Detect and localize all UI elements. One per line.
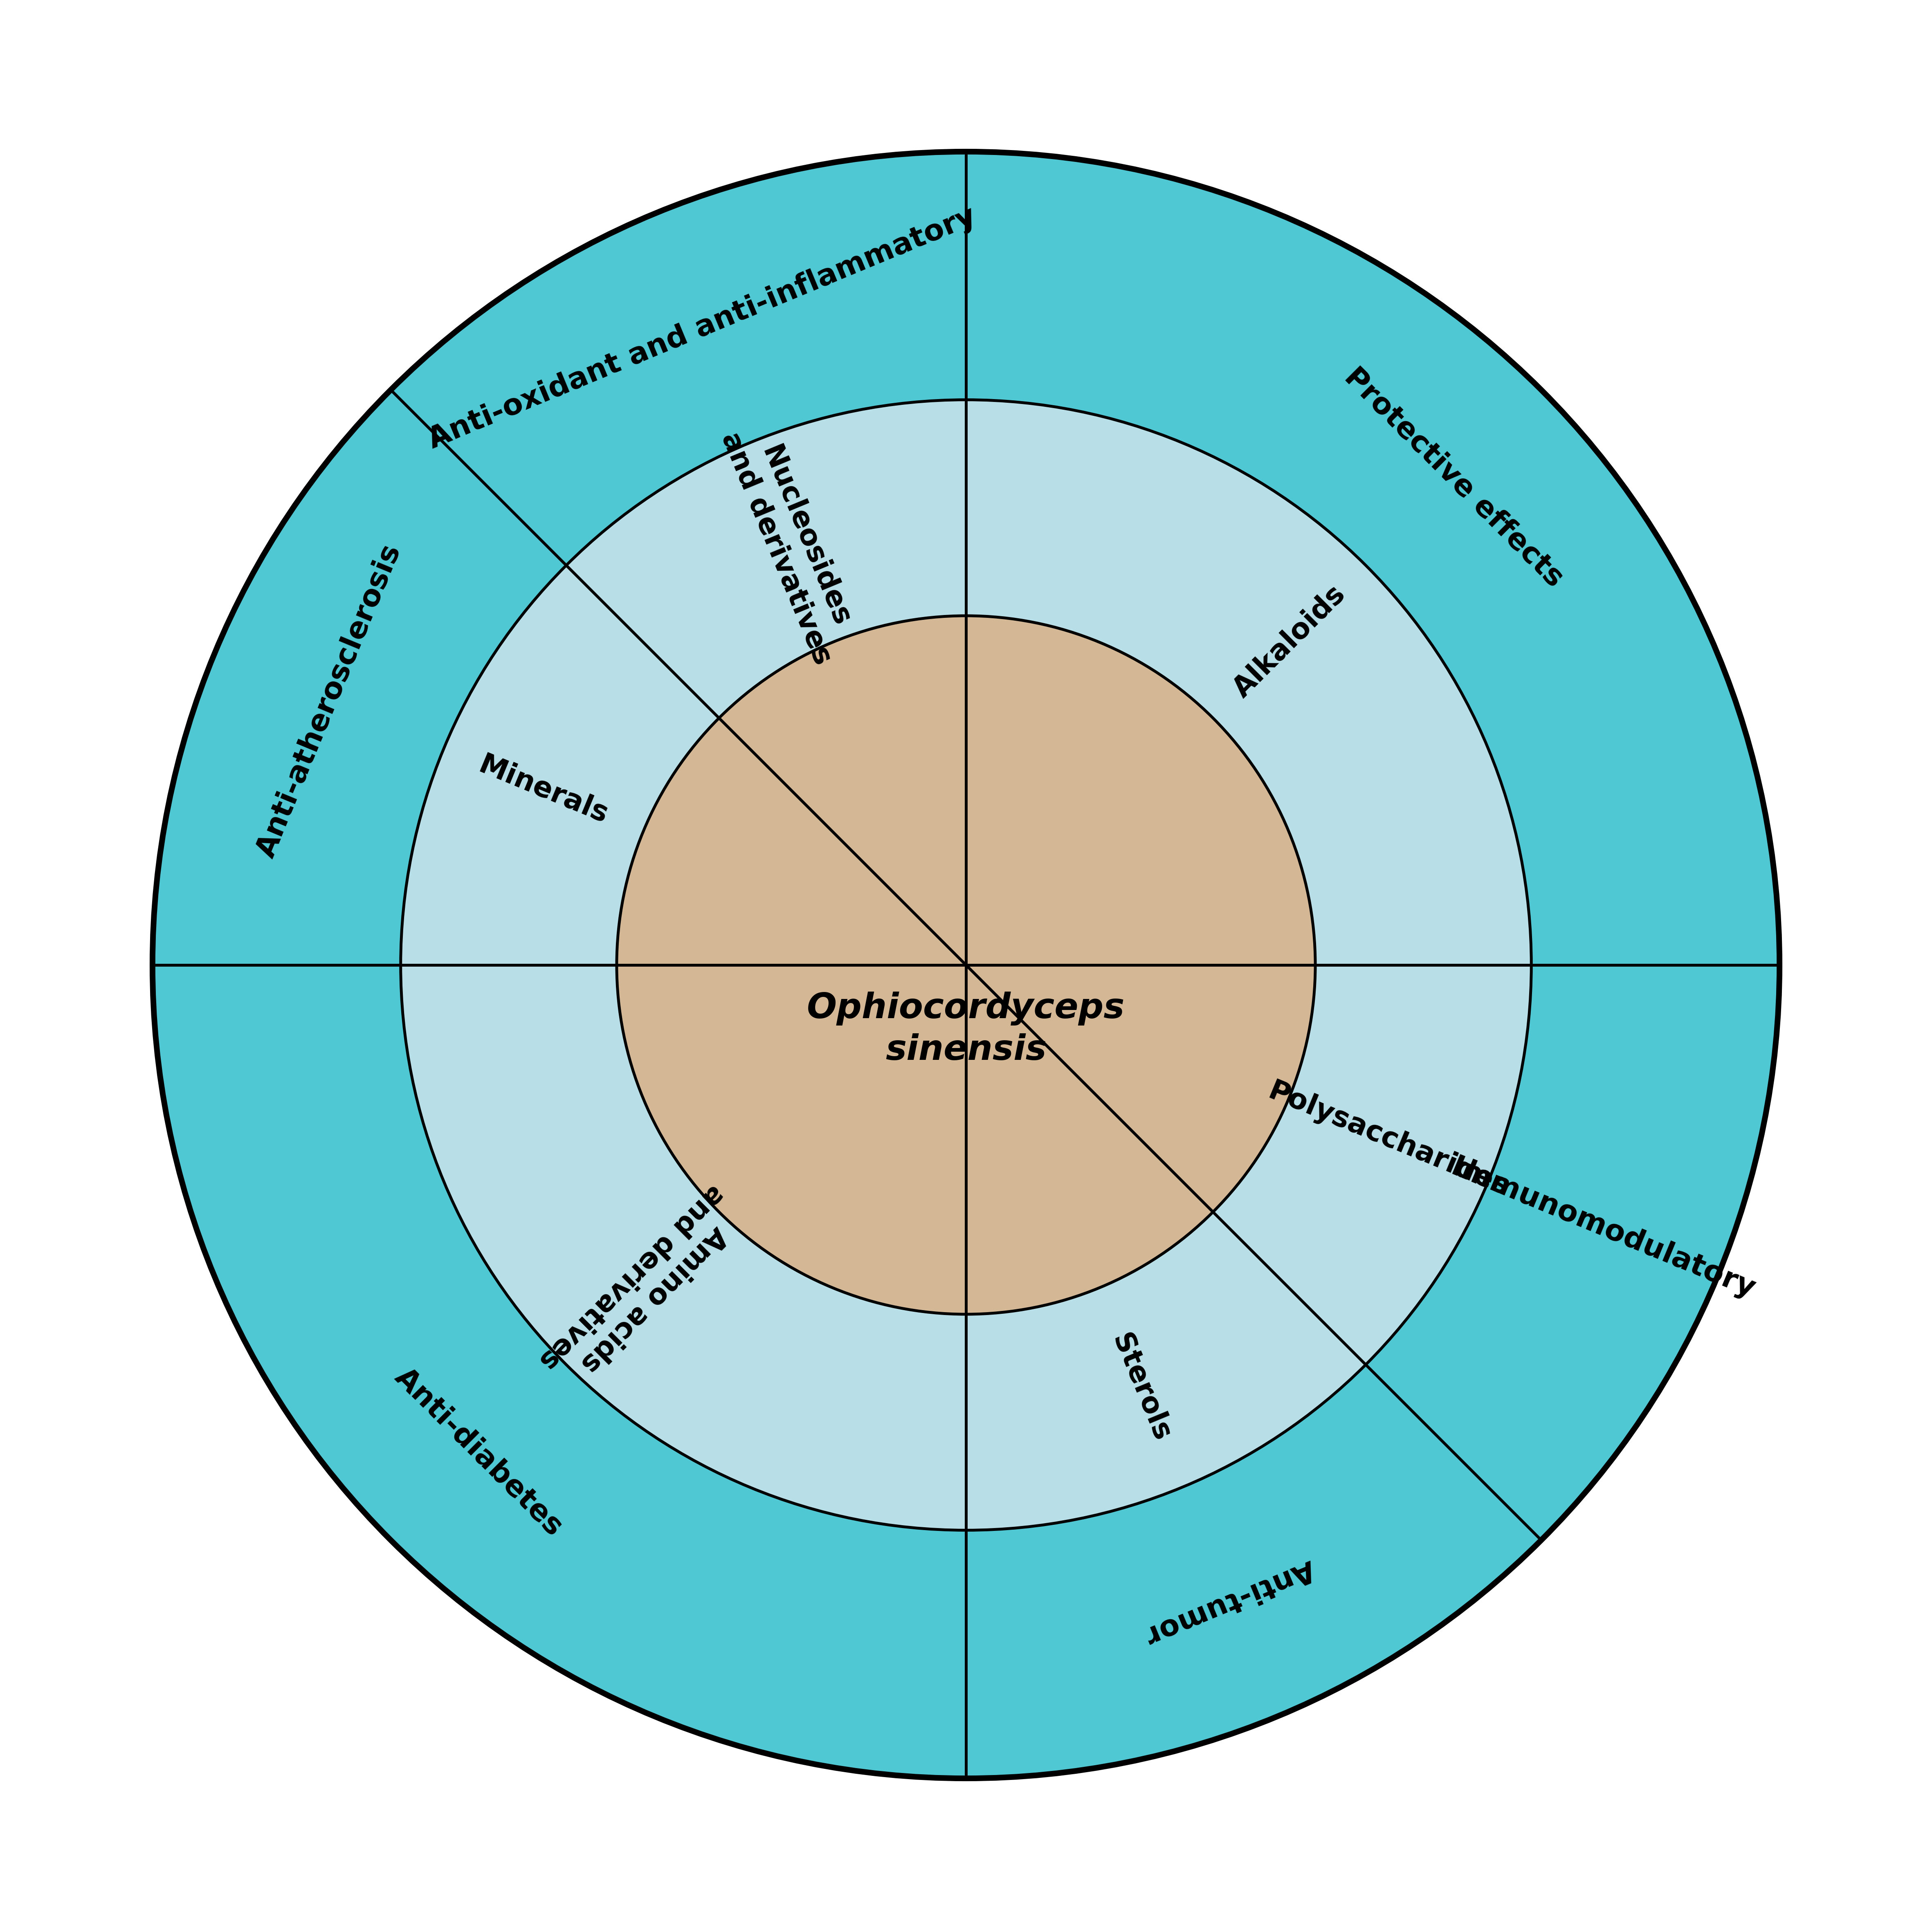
Text: Amino acids
and derivatives: Amino acids and derivatives: [533, 1179, 752, 1397]
Text: Immunomodulatory: Immunomodulatory: [1447, 1154, 1760, 1305]
Text: Anti-oxidant and anti-inflammatory: Anti-oxidant and anti-inflammatory: [423, 203, 980, 454]
Text: Anti-atherosclerosis: Anti-atherosclerosis: [251, 540, 406, 863]
Text: Anti-tumor: Anti-tumor: [1140, 1554, 1320, 1650]
Text: Minerals: Minerals: [475, 751, 612, 830]
Circle shape: [400, 400, 1532, 1530]
Circle shape: [153, 152, 1779, 1778]
Text: Alkaloids: Alkaloids: [1229, 581, 1350, 703]
Text: Ophiocordyceps
sinensis: Ophiocordyceps sinensis: [808, 992, 1124, 1067]
Text: Sterols: Sterols: [1107, 1330, 1175, 1446]
Text: Anti-diabetes: Anti-diabetes: [388, 1363, 568, 1542]
Text: Protective effects: Protective effects: [1339, 363, 1569, 593]
Text: Nucleosides
and derivatives: Nucleosides and derivatives: [717, 417, 866, 670]
Circle shape: [616, 616, 1316, 1314]
Text: Polysaccharides: Polysaccharides: [1264, 1077, 1513, 1202]
